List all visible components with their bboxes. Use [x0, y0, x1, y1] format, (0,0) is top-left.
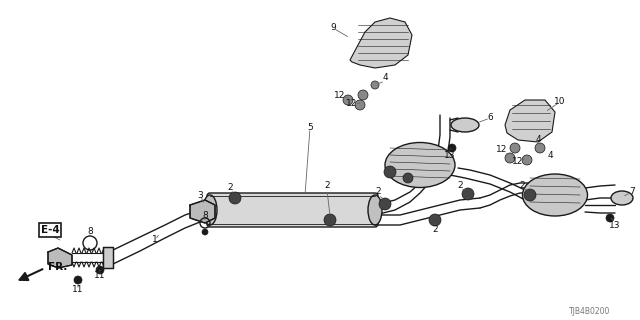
Text: 11: 11 [72, 285, 84, 294]
Text: 13: 13 [444, 150, 456, 159]
Circle shape [74, 276, 82, 284]
Text: 12: 12 [346, 99, 358, 108]
Circle shape [355, 100, 365, 110]
Ellipse shape [611, 191, 633, 205]
Text: 8: 8 [202, 211, 208, 220]
Circle shape [379, 198, 391, 210]
Circle shape [343, 95, 353, 105]
Circle shape [202, 229, 208, 235]
Ellipse shape [203, 195, 217, 225]
Text: 12: 12 [512, 157, 524, 166]
Circle shape [462, 188, 474, 200]
Circle shape [524, 189, 536, 201]
Ellipse shape [368, 195, 382, 225]
Circle shape [535, 143, 545, 153]
Circle shape [371, 81, 379, 89]
Text: 4: 4 [547, 150, 553, 159]
Text: 2: 2 [227, 183, 233, 193]
Polygon shape [190, 200, 215, 223]
FancyBboxPatch shape [207, 193, 378, 227]
Text: 6: 6 [487, 114, 493, 123]
Polygon shape [48, 248, 72, 268]
Circle shape [384, 166, 396, 178]
Ellipse shape [385, 142, 455, 188]
Text: 11: 11 [94, 270, 106, 279]
Circle shape [505, 153, 515, 163]
Circle shape [522, 155, 532, 165]
Text: 12: 12 [496, 146, 508, 155]
Text: FR.: FR. [48, 262, 67, 272]
Text: 2: 2 [375, 188, 381, 196]
Circle shape [96, 266, 104, 274]
Text: 7: 7 [629, 188, 635, 196]
Polygon shape [103, 247, 113, 268]
Circle shape [429, 214, 441, 226]
Text: 2: 2 [432, 226, 438, 235]
Text: 4: 4 [535, 135, 541, 145]
Text: E-4: E-4 [40, 225, 60, 235]
Text: 3: 3 [197, 190, 203, 199]
Circle shape [510, 143, 520, 153]
Circle shape [229, 192, 241, 204]
Text: TJB4B0200: TJB4B0200 [570, 308, 611, 316]
Circle shape [324, 214, 336, 226]
Text: 4: 4 [382, 74, 388, 83]
Text: 10: 10 [554, 98, 566, 107]
Text: 2: 2 [457, 181, 463, 190]
Circle shape [403, 173, 413, 183]
Text: 12: 12 [334, 91, 346, 100]
Polygon shape [505, 100, 555, 142]
Text: 1: 1 [152, 236, 158, 244]
Circle shape [606, 214, 614, 222]
Circle shape [358, 90, 368, 100]
Ellipse shape [451, 118, 479, 132]
Text: 2: 2 [519, 180, 525, 189]
Text: 8: 8 [87, 228, 93, 236]
Text: 5: 5 [307, 124, 313, 132]
Ellipse shape [522, 174, 588, 216]
Text: 2: 2 [324, 181, 330, 190]
Text: 13: 13 [609, 220, 621, 229]
Text: 9: 9 [330, 23, 336, 33]
Circle shape [448, 144, 456, 152]
Polygon shape [350, 18, 412, 68]
